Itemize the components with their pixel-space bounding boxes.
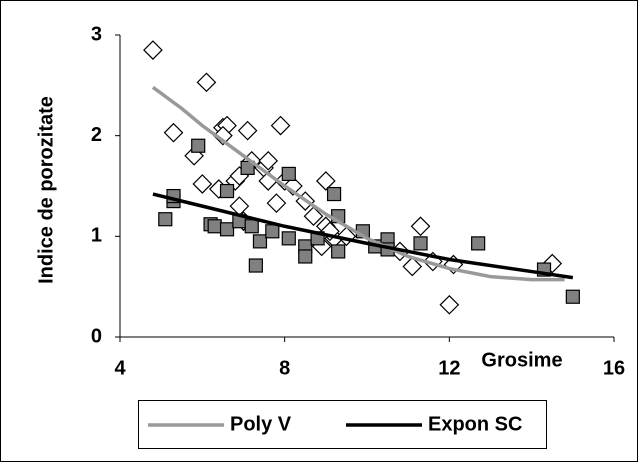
square-point xyxy=(565,289,580,304)
x-tick-label: 16 xyxy=(603,357,625,379)
diamond-point xyxy=(410,216,431,237)
trend-line xyxy=(152,192,574,280)
square-point xyxy=(331,244,346,259)
square-point xyxy=(219,183,235,199)
square-point xyxy=(413,236,428,251)
y-tick-label: 3 xyxy=(91,23,102,45)
y-axis-title: Indice de porozitate xyxy=(35,96,57,284)
x-tick-label: 8 xyxy=(279,357,290,379)
diamond-point xyxy=(303,206,324,227)
x-tick-label: 12 xyxy=(438,357,460,379)
square-point xyxy=(252,234,268,249)
square-point xyxy=(158,212,173,227)
square-point xyxy=(240,160,255,175)
y-tick-label: 0 xyxy=(91,325,102,347)
diamond-point xyxy=(402,256,423,277)
square-point xyxy=(191,138,206,153)
square-point xyxy=(265,224,280,239)
square-point xyxy=(207,219,222,234)
square-point xyxy=(248,258,263,273)
y-tick-label: 1 xyxy=(91,225,102,247)
square-point xyxy=(298,249,313,264)
x-axis-title: Grosime xyxy=(481,349,562,371)
y-tick-label: 2 xyxy=(91,124,102,146)
diamond-point xyxy=(258,150,279,171)
legend-label: Poly V xyxy=(230,413,292,435)
square-point xyxy=(281,231,296,246)
square-point xyxy=(326,186,342,202)
diamond-point xyxy=(196,72,217,93)
square-point xyxy=(471,236,486,251)
diamond-point xyxy=(237,120,258,141)
x-tick-label: 4 xyxy=(114,357,126,379)
diamond-point xyxy=(163,122,184,143)
legend-label: Expon SC xyxy=(428,413,522,435)
diamond-point xyxy=(143,40,163,60)
diamond-point xyxy=(315,171,336,191)
square-point xyxy=(244,219,259,234)
diamond-point xyxy=(439,294,460,315)
square-point xyxy=(281,166,296,182)
square-point xyxy=(219,222,235,237)
diamond-point xyxy=(192,174,213,194)
diamond-point xyxy=(270,115,291,136)
diamond-point xyxy=(266,193,287,213)
trend-line xyxy=(151,85,565,282)
diamond-point xyxy=(213,125,233,146)
